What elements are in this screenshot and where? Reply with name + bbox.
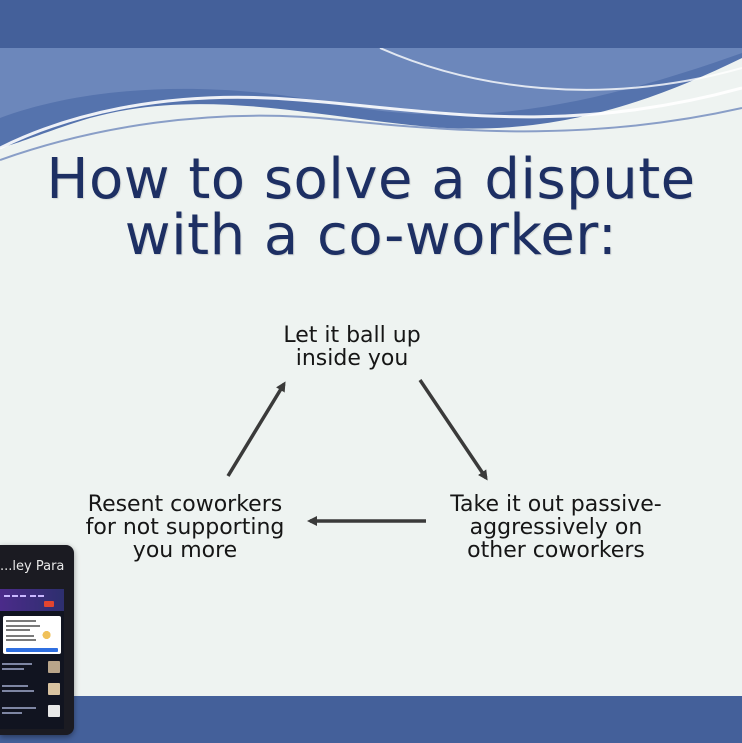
slide-title: How to solve a dispute with a co-worker: (0, 152, 742, 264)
cycle-step-top-line-1: Let it ball up (283, 323, 421, 348)
cycle-step-left-line-2: for not supporting (85, 515, 285, 540)
thumbnail-preview (0, 589, 64, 729)
arrow-top-to-right (418, 379, 488, 481)
bottom-frame-bar (0, 696, 742, 743)
cycle-step-top: Let it ball up inside you (252, 324, 452, 370)
cycle-arrows (226, 379, 488, 526)
slide-title-line-1: How to solve a dispute (46, 147, 696, 212)
cycle-step-right-line-3: other coworkers (467, 538, 645, 563)
cycle-step-right: Take it out passive- aggressively on oth… (420, 493, 692, 562)
slide-title-line-2: with a co-worker: (124, 203, 618, 268)
cycle-step-top-line-2: inside you (295, 346, 409, 371)
arrow-left-to-top (226, 381, 286, 477)
thumbnail-title: ley Para... (0, 559, 65, 574)
wave-decoration (0, 48, 742, 161)
cycle-step-right-line-1: Take it out passive- (450, 492, 662, 517)
cycle-step-right-line-2: aggressively on (469, 515, 643, 540)
presentation-slide: How to solve a dispute with a co-worker:… (0, 48, 742, 696)
cycle-step-left-line-3: you more (132, 538, 238, 563)
cycle-step-left-line-1: Resent coworkers (87, 492, 283, 517)
window-thumbnail[interactable]: ley Para... (0, 545, 74, 735)
cycle-step-left: Resent coworkers for not supporting you … (40, 493, 330, 562)
top-frame-bar (0, 0, 742, 48)
